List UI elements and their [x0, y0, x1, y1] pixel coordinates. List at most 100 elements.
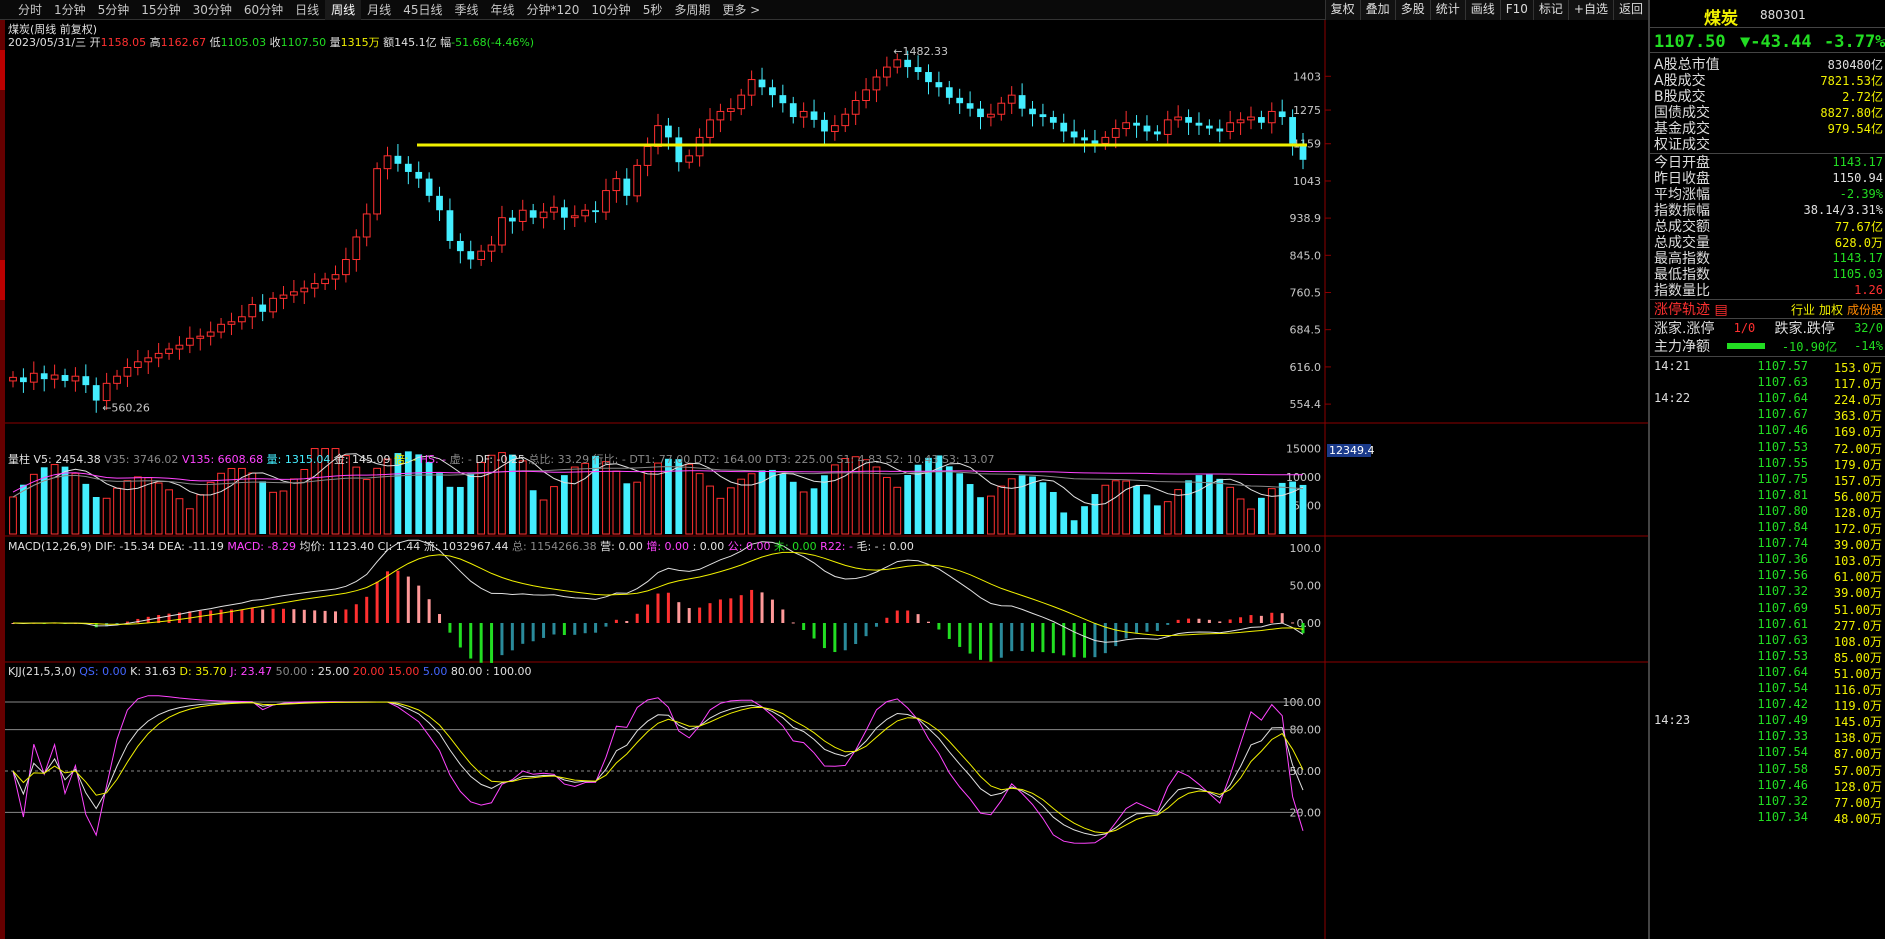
change-value: -51.68(-4.46%) [451, 36, 535, 49]
period-tab[interactable]: 30分钟 [192, 2, 232, 17]
macd-bar [396, 570, 400, 623]
tool-button[interactable]: 标记 [1532, 0, 1568, 20]
kline-chart[interactable]: 1403127511591043938.9845.0760.5684.5616.… [5, 20, 1648, 939]
high-annotation: ←1482.33 [893, 45, 948, 58]
tick-volume: 85.00万 [1833, 650, 1882, 665]
candle-body [279, 294, 288, 299]
candle-body [133, 361, 142, 368]
separator [1650, 153, 1885, 154]
tool-button[interactable]: 多股 [1394, 0, 1430, 20]
candle-body [237, 316, 246, 323]
volume-bar [383, 458, 392, 535]
volume-bar [1049, 491, 1057, 534]
low-value: 1105.03 [220, 36, 267, 49]
indicator-value: DT3: 225.00 [765, 453, 837, 466]
volume-bar [362, 479, 371, 535]
period-tab[interactable]: 周线 [325, 0, 362, 20]
strip-mark[interactable] [0, 50, 5, 90]
period-tab[interactable]: 10分钟 [591, 2, 631, 17]
track-link[interactable]: 行业 [1790, 302, 1815, 317]
track-link[interactable]: 加权 [1818, 302, 1843, 317]
stat-value: 1105.03 [1832, 267, 1883, 281]
stat-row: 最低指数 1105.03 [1650, 266, 1885, 283]
volume-bar [154, 482, 163, 535]
indicator-value: 均价: 1123.40 [299, 540, 378, 553]
indicator-name[interactable]: MACD(12,26,9) [8, 540, 96, 553]
tick-row: 1107.84 172.0万 [1650, 520, 1885, 536]
candle-body [799, 110, 808, 118]
volume-ma5-line [12, 453, 1304, 506]
tick-row: 1107.55 179.0万 [1650, 456, 1885, 472]
tool-button[interactable]: +自选 [1567, 0, 1613, 20]
period-tab[interactable]: 60分钟 [243, 2, 284, 17]
volume-bar [518, 460, 527, 535]
volume-bar [1039, 482, 1047, 534]
indicator-value: V5: 2454.38 [33, 453, 105, 466]
candle-body [415, 171, 423, 179]
macd-bar [365, 596, 369, 623]
period-tab[interactable]: 分时 [18, 2, 43, 17]
tick-row: 1107.63 108.0万 [1650, 633, 1885, 649]
indicator-value: D: 35.70 [179, 665, 231, 678]
volume-bar [758, 470, 766, 534]
tool-button[interactable]: 叠加 [1359, 0, 1395, 20]
track-label[interactable]: 涨停轨迹 ▤ [1654, 302, 1728, 318]
macd-bar [614, 619, 618, 623]
macd-bar [760, 592, 764, 623]
tick-volume: 56.00万 [1833, 489, 1882, 504]
macd-bar [937, 623, 941, 630]
volume-bar [196, 494, 205, 535]
stat-label: 总成交额 [1654, 219, 1710, 235]
macd-bar [240, 609, 244, 623]
period-tab[interactable]: 季线 [454, 2, 479, 17]
period-tab[interactable]: 年线 [490, 2, 515, 17]
tool-button[interactable]: 统计 [1429, 0, 1465, 20]
side-strip[interactable] [0, 20, 5, 939]
tick-price: 1107.74 [1757, 536, 1808, 551]
strip-mark[interactable] [0, 260, 5, 300]
tick-row: 1107.81 56.00万 [1650, 488, 1885, 504]
candle-body [685, 155, 694, 163]
tool-button[interactable]: F10 [1499, 0, 1533, 20]
volume-bar [373, 467, 381, 535]
macd-bar [1010, 623, 1014, 652]
period-tab[interactable]: 分钟*120 [526, 2, 580, 17]
tool-button[interactable]: 返回 [1612, 0, 1648, 20]
period-tab[interactable]: 1分钟 [54, 2, 86, 17]
macd-bar [552, 623, 556, 635]
period-tab[interactable]: 月线 [367, 2, 392, 17]
period-tab[interactable]: 多周期 [674, 2, 711, 17]
volume-bar [643, 470, 652, 535]
tick-volume: 169.0万 [1833, 425, 1882, 440]
volume-bar [560, 475, 568, 534]
volume-bar [1070, 520, 1078, 534]
volume-current-label: 12349.4 [1329, 444, 1375, 457]
indicator-name[interactable]: KJJ(21,5,3,0) [8, 665, 80, 678]
period-tab[interactable]: 5秒 [642, 2, 663, 17]
volume-bar [82, 483, 90, 534]
volume-bar [279, 490, 288, 535]
tool-button[interactable]: 复权 [1324, 0, 1360, 20]
period-tab[interactable]: 更多 > [722, 2, 761, 17]
period-tab[interactable]: 5分钟 [97, 2, 130, 17]
period-tab[interactable]: 15分钟 [141, 2, 181, 17]
macd-bar [375, 581, 379, 623]
candle-body [436, 195, 443, 211]
candle-body [643, 145, 652, 166]
macd-bar [1176, 619, 1180, 623]
period-tab[interactable]: 日线 [295, 2, 320, 17]
candle-body [144, 357, 153, 363]
volume-bar [487, 454, 496, 535]
tick-price: 1107.49 [1757, 713, 1808, 728]
period-tab[interactable]: 45日线 [403, 2, 443, 17]
candle-body [1247, 116, 1255, 121]
tool-button[interactable]: 画线 [1464, 0, 1500, 20]
candle-body [737, 94, 746, 110]
track-link[interactable]: 成份股 [1846, 302, 1883, 317]
volume-bar [123, 480, 132, 535]
indicator-name[interactable]: 量柱 [8, 453, 34, 466]
candle-body [1029, 108, 1036, 115]
stat-value: 830480亿 [1827, 57, 1883, 72]
candle-body [1278, 111, 1286, 118]
stat-label: 昨日收盘 [1654, 171, 1710, 187]
